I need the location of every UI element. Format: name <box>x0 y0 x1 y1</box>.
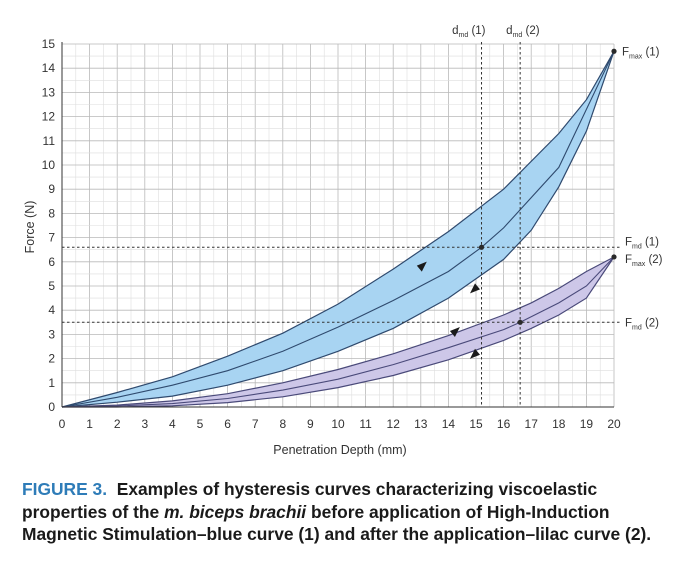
curve-middle-series-2 <box>61 256 615 408</box>
y-tick-10: 10 <box>42 158 56 172</box>
label-fmd1: Fmd (1) <box>625 236 659 250</box>
caption-text-before: Examples of hysteresis curves characteri… <box>22 479 598 522</box>
y-tick-8: 8 <box>48 206 55 220</box>
x-tick-18: 18 <box>552 417 566 431</box>
y-tick-3: 3 <box>48 327 55 341</box>
band-series-2 <box>62 257 614 407</box>
x-tick-5: 5 <box>197 417 204 431</box>
arrow-4 <box>470 348 480 359</box>
x-tick-9: 9 <box>307 417 314 431</box>
label-fmax2: Fmax (2) <box>625 254 663 268</box>
label-dmd2: dmd (2) <box>506 25 540 39</box>
point-fmax2 <box>611 254 617 260</box>
marker-points <box>478 48 617 325</box>
curve-unloading-series-2 <box>62 256 615 408</box>
x-tick-12: 12 <box>387 417 401 431</box>
x-tick-4: 4 <box>169 417 176 431</box>
hysteresis-curves <box>61 51 615 408</box>
figure-label: FIGURE 3. <box>22 479 108 499</box>
curve-middle-series-1 <box>61 51 615 408</box>
x-tick-6: 6 <box>224 417 231 431</box>
y-tick-11: 11 <box>43 134 56 148</box>
x-tick-19: 19 <box>580 417 594 431</box>
y-tick-1: 1 <box>48 376 55 390</box>
x-tick-labels: 0 1 2 3 4 5 6 7 8 9 10 11 12 13 14 15 16 17 18 19 20 <box>59 417 621 431</box>
hysteresis-bands <box>62 51 614 408</box>
x-tick-2: 2 <box>114 417 121 431</box>
curve-loading-series-1 <box>61 51 615 408</box>
arrow-2 <box>470 283 480 294</box>
x-tick-10: 10 <box>331 417 345 431</box>
y-tick-12: 12 <box>42 110 56 124</box>
x-tick-13: 13 <box>414 417 428 431</box>
y-axis-title: Force (N) <box>23 201 37 254</box>
x-tick-0: 0 <box>59 417 66 431</box>
y-tick-5: 5 <box>48 279 55 293</box>
y-tick-15: 15 <box>42 37 56 51</box>
y-tick-9: 9 <box>48 182 55 196</box>
label-fmd2: Fmd (2) <box>625 317 659 331</box>
x-tick-1: 1 <box>86 417 93 431</box>
y-tick-4: 4 <box>48 303 55 317</box>
caption-italic-muscle: m. biceps brachii <box>164 501 307 522</box>
caption-text-after: before application of High-Induction Mag… <box>22 501 652 545</box>
x-axis-title: Penetration Depth (mm) <box>273 443 406 457</box>
point-fmax1 <box>611 48 617 54</box>
band-series-1 <box>62 51 614 408</box>
curve-loading-series-2 <box>61 256 615 408</box>
figure-caption: FIGURE 3. Examples of hysteresis curves … <box>22 478 662 546</box>
annotations: Fmax (1) Fmd (1) Fmax (2) Fmd (2) dmd (1) dmd… <box>452 25 663 331</box>
arrow-3 <box>449 326 460 337</box>
grid <box>61 43 615 408</box>
x-tick-20: 20 <box>607 417 621 431</box>
label-fmax1: Fmax (1) <box>622 46 660 60</box>
x-tick-8: 8 <box>279 417 286 431</box>
point-fmd1 <box>478 244 485 250</box>
axes <box>61 42 614 408</box>
x-tick-11: 11 <box>359 417 372 431</box>
curve-unloading-series-1 <box>61 51 615 408</box>
arrow-1 <box>416 261 427 272</box>
x-tick-3: 3 <box>141 417 148 431</box>
x-tick-15: 15 <box>469 417 483 431</box>
label-dmd1: dmd (1) <box>452 25 486 39</box>
y-tick-6: 6 <box>48 255 55 269</box>
x-tick-17: 17 <box>525 417 539 431</box>
y-tick-0: 0 <box>48 400 55 414</box>
x-tick-16: 16 <box>497 417 511 431</box>
point-fmd2 <box>517 319 523 325</box>
y-tick-7: 7 <box>48 231 55 245</box>
x-tick-7: 7 <box>252 417 259 431</box>
hysteresis-chart: 0 1 2 3 4 5 6 7 8 9 10 11 12 13 14 15 16 17 18 19 20 0123456… <box>23 25 663 457</box>
y-tick-14: 14 <box>42 61 56 75</box>
y-tick-2: 2 <box>48 352 55 366</box>
y-tick-13: 13 <box>42 85 56 99</box>
reference-lines <box>62 42 622 407</box>
x-tick-14: 14 <box>442 417 456 431</box>
direction-arrows <box>416 261 480 359</box>
